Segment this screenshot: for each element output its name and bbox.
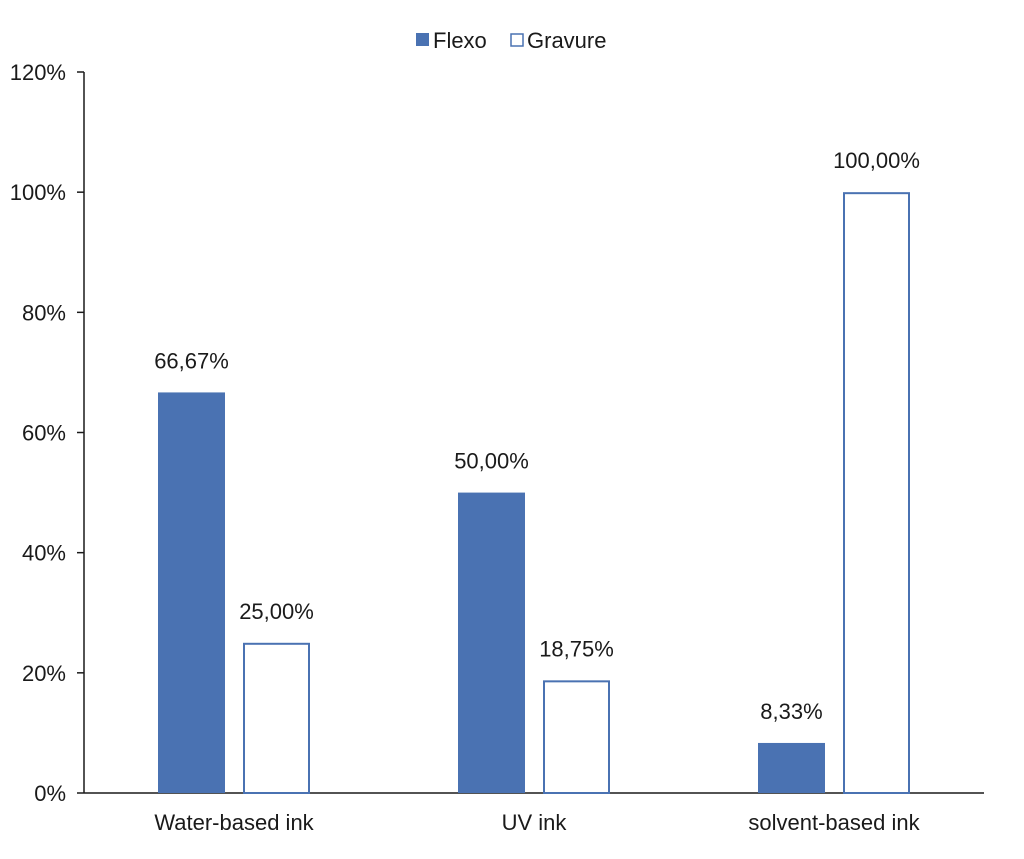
bar-gravure (843, 192, 910, 794)
y-axis: 0% 20% 40% 60% 80% 100% 120% (10, 60, 85, 806)
y-tick-label: 20% (22, 661, 66, 686)
legend-label: Gravure (527, 28, 606, 53)
legend-item-gravure: Gravure (510, 28, 606, 53)
data-label-gravure: 100,00% (833, 148, 920, 173)
x-axis: Water-based ink UV ink solvent-based ink (84, 792, 984, 835)
y-tick-label: 120% (10, 60, 66, 85)
bar-gravure (243, 642, 310, 795)
y-tick-label: 0% (34, 781, 66, 806)
y-tick-label: 60% (22, 421, 66, 446)
bars (158, 192, 910, 795)
x-category-label: Water-based ink (154, 810, 314, 835)
x-category-label: solvent-based ink (748, 810, 920, 835)
legend-swatch (510, 33, 524, 47)
data-label-gravure: 25,00% (239, 599, 314, 624)
bar-flexo (158, 392, 225, 793)
y-tick-label: 100% (10, 180, 66, 205)
x-category-label: UV ink (502, 810, 568, 835)
data-label-gravure: 18,75% (539, 636, 614, 661)
y-tick-label: 40% (22, 541, 66, 566)
legend: Flexo Gravure (416, 28, 606, 53)
legend-swatch (416, 33, 429, 46)
data-label-flexo: 66,67% (154, 348, 229, 373)
bar-flexo (458, 492, 525, 793)
data-label-flexo: 50,00% (454, 449, 529, 474)
data-label-flexo: 8,33% (760, 699, 822, 724)
bar-flexo (758, 742, 825, 793)
legend-label: Flexo (433, 28, 487, 53)
legend-item-flexo: Flexo (416, 28, 487, 53)
bar-gravure (543, 680, 610, 794)
data-labels: 66,67% 25,00% 50,00% 18,75% 8,33% 100,00% (154, 148, 920, 724)
y-tick-label: 80% (22, 300, 66, 325)
